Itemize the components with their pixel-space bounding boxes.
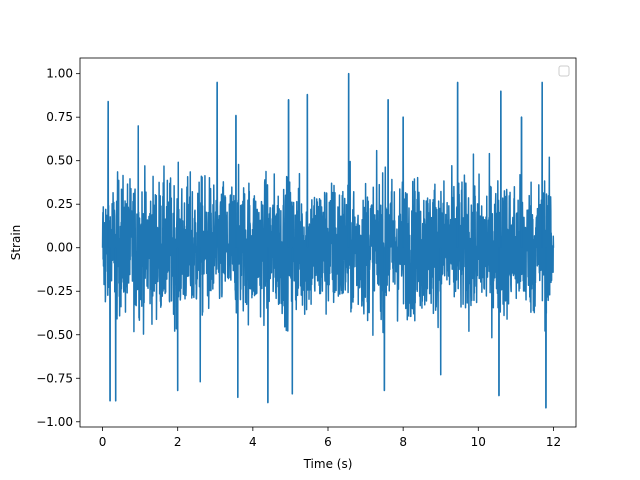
y-tick-label: 0.75: [46, 110, 73, 124]
y-axis-label: Strain: [9, 225, 23, 261]
y-tick-label: −1.00: [36, 415, 73, 429]
plot-area: 0 2 4 6 8 10 12 −1.00 −0.75 −0.50 −0.25 0.00 0.25 0.…: [36, 57, 577, 449]
x-tick-label: 0: [99, 435, 107, 449]
legend-box: [558, 65, 570, 77]
y-tick-label: 0.25: [46, 197, 73, 211]
x-tick-label: 4: [249, 435, 257, 449]
y-tick-label: −0.50: [36, 328, 73, 342]
x-axis-label: Time (s): [303, 457, 353, 471]
series-line: [101, 72, 555, 409]
y-tick-label: −0.25: [36, 284, 73, 298]
x-tick-label: 12: [546, 435, 561, 449]
x-tick-label: 10: [471, 435, 486, 449]
y-tick-label: 1.00: [46, 67, 73, 81]
y-tick-label: 0.00: [46, 241, 73, 255]
x-tick-label: 8: [399, 435, 407, 449]
y-tick-label: −0.75: [36, 371, 73, 385]
y-tick-label: 0.50: [46, 154, 73, 168]
x-tick-label: 6: [324, 435, 332, 449]
x-axis: 0 2 4 6 8 10 12: [99, 427, 561, 449]
y-axis: −1.00 −0.75 −0.50 −0.25 0.00 0.25 0.50 0.75 1.00: [36, 67, 80, 429]
series-layer: [101, 72, 555, 409]
x-tick-label: 2: [174, 435, 182, 449]
